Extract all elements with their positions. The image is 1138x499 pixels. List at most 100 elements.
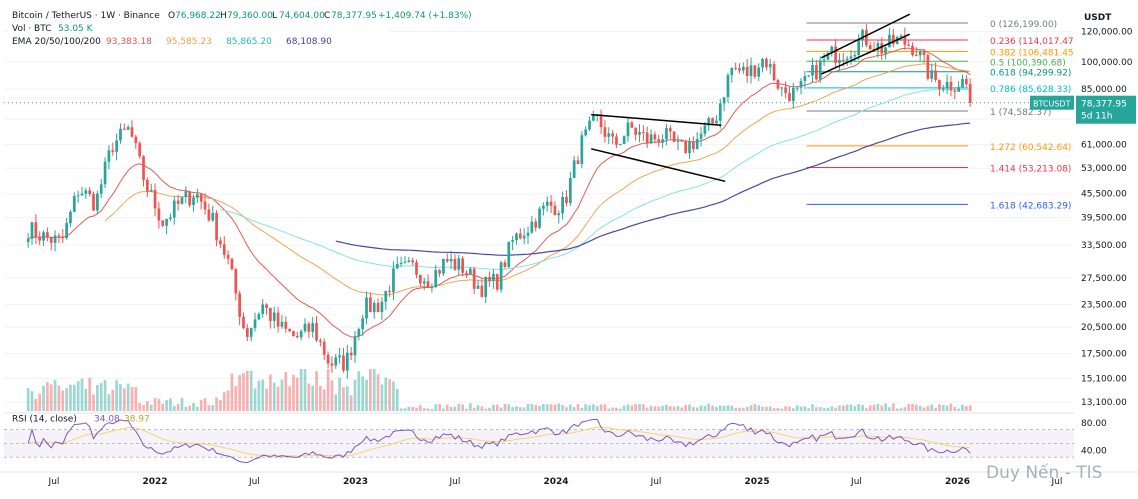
price-tick-label: 27,500.00 bbox=[1081, 274, 1127, 284]
candle-body bbox=[645, 132, 649, 144]
volume-bar bbox=[503, 404, 507, 411]
ohlc-key: O bbox=[168, 11, 175, 21]
volume-bar bbox=[126, 383, 130, 411]
volume-bar bbox=[592, 404, 595, 411]
volume-bar bbox=[692, 407, 695, 411]
candle-body bbox=[668, 128, 672, 132]
volume-bar bbox=[245, 370, 249, 411]
volume-bar bbox=[211, 404, 215, 411]
price-tick-label: 61,000.00 bbox=[1081, 141, 1127, 151]
volume-bar bbox=[215, 397, 218, 411]
candle-body bbox=[249, 327, 253, 337]
volume-bar bbox=[176, 403, 180, 411]
ema-200-line bbox=[335, 122, 971, 256]
volume-bar bbox=[288, 386, 291, 411]
volume-bar bbox=[803, 406, 807, 411]
volume-bar bbox=[307, 383, 311, 411]
volume-bar bbox=[380, 384, 384, 411]
volume-bar bbox=[522, 407, 526, 411]
volume-bar bbox=[422, 408, 426, 411]
candle-body bbox=[361, 318, 365, 330]
candle-body bbox=[692, 141, 695, 150]
volume-bar bbox=[445, 404, 449, 411]
volume-bar bbox=[634, 404, 638, 411]
volume-bar bbox=[595, 406, 599, 411]
candle-body bbox=[622, 136, 626, 144]
candle-body bbox=[684, 141, 688, 154]
candle-body bbox=[272, 312, 276, 321]
volume-bar bbox=[284, 371, 288, 411]
time-tick-label: Jul bbox=[248, 477, 260, 487]
candle-body bbox=[65, 223, 68, 239]
volume-bar bbox=[865, 408, 868, 411]
volume-bar bbox=[465, 408, 468, 411]
candle-body bbox=[603, 127, 607, 137]
volume-bar bbox=[326, 369, 330, 411]
volume-bar bbox=[292, 374, 295, 411]
volume-bar bbox=[392, 381, 395, 411]
ema-value: 93,383.18 bbox=[106, 37, 152, 47]
ohlc-value: 79,360.00 bbox=[227, 11, 273, 21]
candle-body bbox=[57, 235, 61, 237]
volume-bar bbox=[649, 405, 653, 411]
candle-body bbox=[961, 78, 964, 88]
volume-bar bbox=[518, 407, 522, 411]
volume-bar bbox=[299, 369, 303, 411]
volume-bar bbox=[395, 388, 399, 411]
price-tick-label: 53,000.00 bbox=[1081, 164, 1127, 174]
candle-body bbox=[638, 132, 641, 135]
volume-bar bbox=[122, 388, 126, 411]
volume-bar bbox=[203, 398, 207, 411]
candle-body bbox=[584, 129, 588, 136]
candle-body bbox=[672, 131, 676, 142]
volume-value: 53.05 K bbox=[58, 24, 94, 34]
volume-bar bbox=[707, 403, 711, 411]
candle-body bbox=[565, 196, 568, 203]
candle-body bbox=[219, 240, 222, 245]
candle-body bbox=[522, 235, 526, 239]
volume-bar bbox=[626, 404, 630, 411]
current-price-tag bbox=[1076, 95, 1136, 124]
ema-label: EMA 20/50/100/200 bbox=[12, 37, 101, 47]
price-tick-label: 33,500.00 bbox=[1081, 241, 1127, 251]
candle-body bbox=[715, 120, 718, 124]
volume-bar bbox=[795, 405, 799, 411]
volume-bar bbox=[630, 405, 634, 411]
volume-bar bbox=[172, 405, 176, 411]
volume-bar bbox=[34, 398, 38, 411]
time-tick-label: 2026 bbox=[945, 477, 970, 487]
candle-body bbox=[761, 59, 764, 68]
candle-body bbox=[711, 118, 714, 124]
volume-bar bbox=[72, 384, 76, 411]
volume-bar bbox=[457, 403, 461, 411]
volume-bar bbox=[888, 407, 891, 411]
rsi-value: 34.08 bbox=[94, 414, 120, 424]
volume-bar bbox=[930, 404, 934, 411]
price-tick-label: 100,000.00 bbox=[1081, 58, 1133, 68]
volume-bar bbox=[234, 386, 238, 411]
candle-body bbox=[430, 287, 434, 289]
volume-bar bbox=[822, 408, 826, 411]
candle-body bbox=[395, 264, 399, 269]
volume-bar bbox=[834, 407, 837, 411]
candle-body bbox=[611, 133, 614, 137]
volume-bar bbox=[257, 380, 261, 411]
candle-body bbox=[242, 316, 245, 329]
candle-body bbox=[376, 302, 380, 313]
volume-bar bbox=[342, 387, 345, 411]
candle-body bbox=[365, 297, 368, 319]
time-tick-label: Jul bbox=[850, 477, 862, 487]
candle-body bbox=[826, 53, 830, 60]
candle-body bbox=[130, 127, 134, 137]
candle-body bbox=[122, 128, 126, 130]
volume-bar bbox=[884, 403, 887, 411]
volume-bar bbox=[492, 404, 495, 411]
ohlc-key: L bbox=[272, 11, 277, 21]
candle-body bbox=[749, 65, 753, 76]
volume-bar bbox=[968, 405, 972, 411]
volume-bar bbox=[791, 408, 795, 411]
candle-body bbox=[557, 213, 561, 216]
volume-bar bbox=[753, 403, 757, 411]
